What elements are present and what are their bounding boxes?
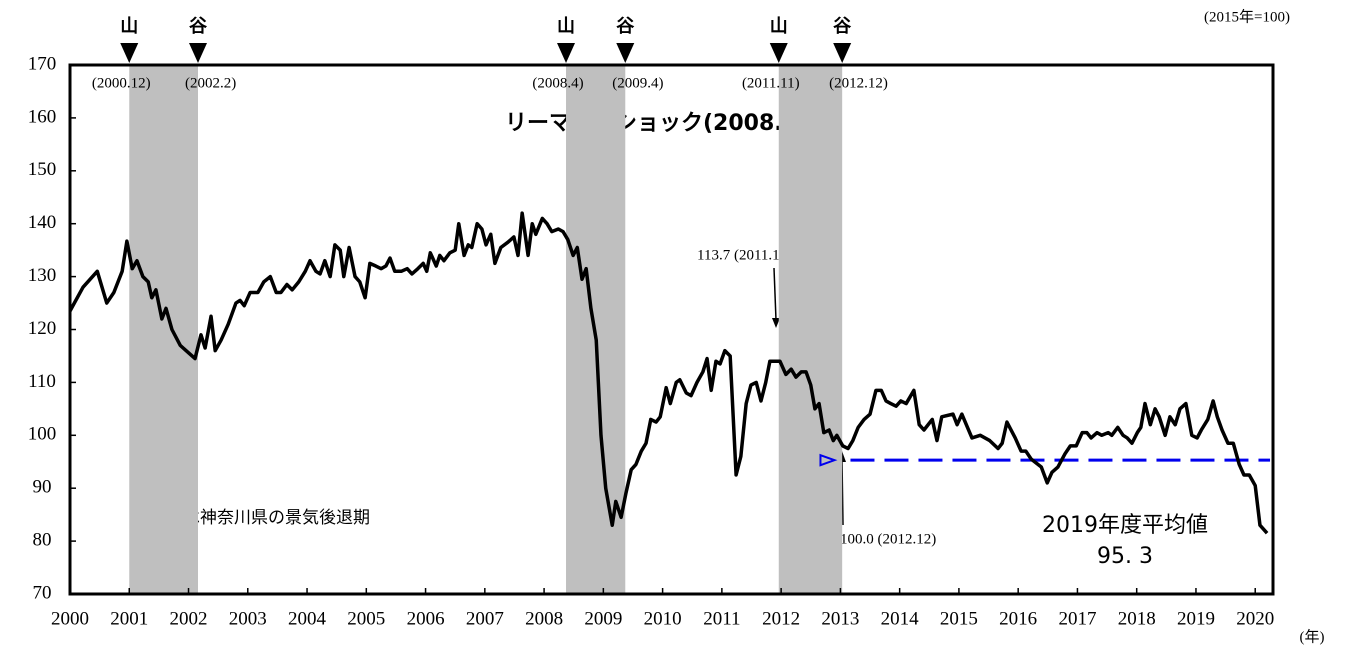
trough-symbol: 谷 xyxy=(189,16,208,37)
x-tick-label: 2017 xyxy=(1058,608,1096,629)
trough-date: (2009.4) xyxy=(612,75,663,91)
y-tick-label: 140 xyxy=(28,212,57,233)
y-tick-label: 120 xyxy=(28,318,57,339)
x-unit: (年) xyxy=(1300,628,1325,645)
y-tick-label: 130 xyxy=(28,265,57,286)
x-tick-label: 2019 xyxy=(1177,608,1215,629)
x-tick-label: 2001 xyxy=(110,608,148,629)
x-tick-label: 2007 xyxy=(466,608,504,629)
average-value-label: 95. 3 xyxy=(1097,544,1153,569)
x-tick-label: 2018 xyxy=(1118,608,1156,629)
peak-marker xyxy=(557,43,576,63)
trough-marker xyxy=(189,43,208,63)
trough-value-label: 100.0 (2012.12) xyxy=(840,531,936,547)
lehman-label: リーマン・ショック(2008.9) xyxy=(505,111,808,136)
peak-date: (2011.11) xyxy=(742,75,800,91)
peak-value-label: 113.7 (2011.11) xyxy=(697,247,792,263)
x-tick-label: 2020 xyxy=(1236,608,1274,629)
average-marker xyxy=(819,453,838,467)
trough-date: (2012.12) xyxy=(829,75,888,91)
x-tick-label: 2004 xyxy=(288,608,327,629)
y-tick-label: 170 xyxy=(28,53,57,74)
trough-symbol: 谷 xyxy=(616,16,635,37)
peak-symbol: 山 xyxy=(770,16,788,37)
trough-symbol: 谷 xyxy=(833,16,852,37)
y-tick-label: 150 xyxy=(28,159,57,180)
peak-date: (2008.4) xyxy=(532,75,583,91)
y-tick-label: 110 xyxy=(28,371,56,392)
peak-arrow xyxy=(773,267,777,321)
x-tick-label: 2008 xyxy=(525,608,563,629)
data-line xyxy=(68,211,1269,535)
x-tick-label: 2013 xyxy=(821,608,859,629)
y-tick-label: 100 xyxy=(28,424,57,445)
y-tick-label: 70 xyxy=(33,582,52,603)
trough-marker xyxy=(833,43,852,63)
y-tick-label: 80 xyxy=(33,529,52,550)
y-tick-label: 90 xyxy=(33,477,52,498)
trough-marker xyxy=(616,43,635,63)
x-tick-label: 2010 xyxy=(644,608,682,629)
unit-note: (2015年=100) xyxy=(1204,8,1290,25)
peak-arrow-head xyxy=(772,318,780,328)
y-tick-label: 160 xyxy=(28,106,57,127)
average-label: 2019年度平均値 xyxy=(1042,513,1208,538)
x-tick-label: 2014 xyxy=(881,608,920,629)
recession-band xyxy=(129,65,199,594)
peak-marker xyxy=(769,43,788,63)
x-tick-label: 2009 xyxy=(584,608,622,629)
peak-marker xyxy=(120,43,139,63)
x-tick-label: 2002 xyxy=(170,608,208,629)
x-tick-label: 2000 xyxy=(51,608,89,629)
x-tick-label: 2003 xyxy=(229,608,267,629)
x-tick-label: 2016 xyxy=(999,608,1037,629)
plot-frame xyxy=(68,63,1275,596)
peak-date: (2000.12) xyxy=(92,75,151,91)
x-tick-label: 2005 xyxy=(347,608,385,629)
peak-symbol: 山 xyxy=(120,16,138,37)
x-tick-label: 2006 xyxy=(407,608,445,629)
x-tick-label: 2012 xyxy=(762,608,800,629)
x-tick-label: 2011 xyxy=(703,608,740,629)
trough-date: (2002.2) xyxy=(185,75,236,91)
peak-symbol: 山 xyxy=(557,16,575,37)
x-tick-label: 2015 xyxy=(940,608,978,629)
recession-band xyxy=(778,65,843,594)
